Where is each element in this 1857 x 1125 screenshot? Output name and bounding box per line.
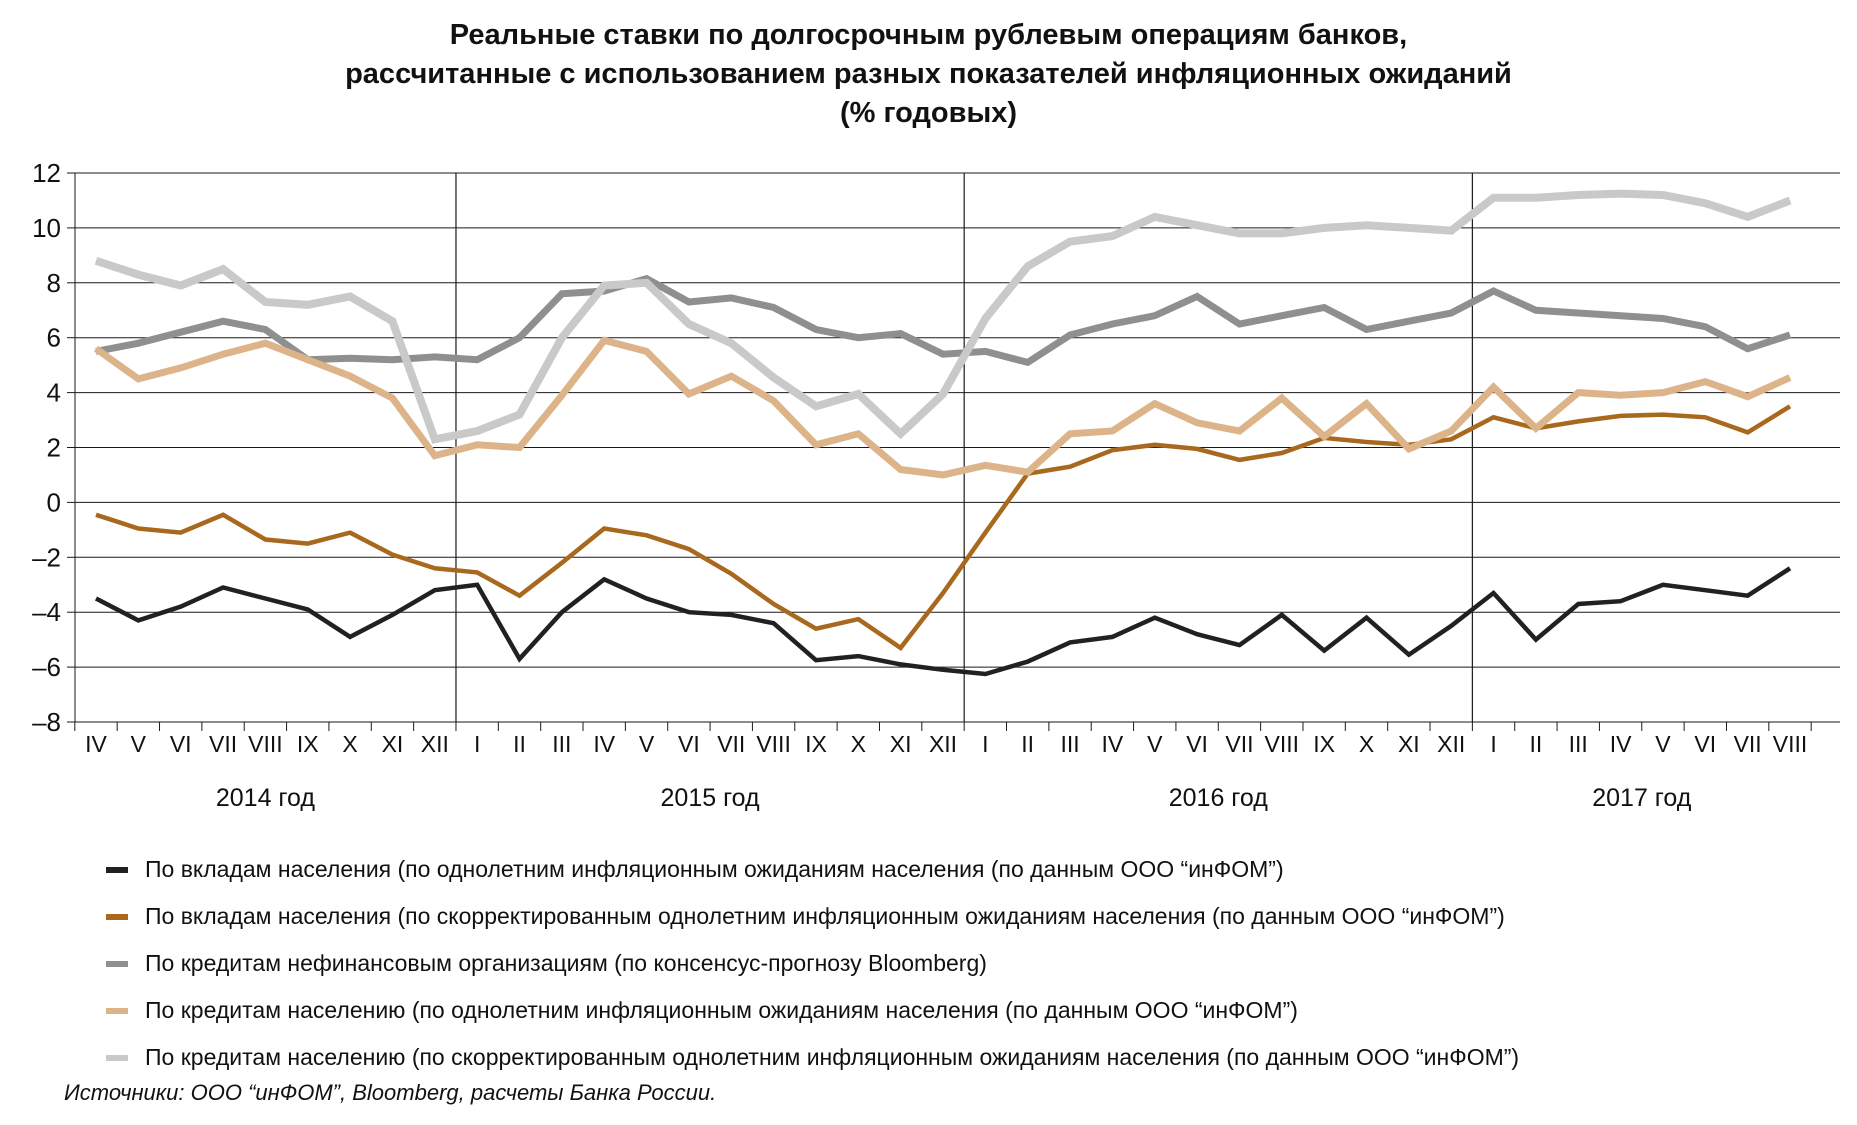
- legend-swatch-2: [106, 960, 128, 967]
- y-axis-label: –2: [32, 542, 61, 572]
- x-tick-label: V: [1655, 731, 1671, 757]
- x-tick-label: IV: [1610, 731, 1632, 757]
- series-line-1: [95, 404, 1792, 651]
- legend-swatch-1: [106, 913, 128, 920]
- x-tick-label: I: [474, 731, 480, 757]
- series-line-0: [94, 566, 1792, 677]
- x-tick-label: VIII: [1773, 731, 1808, 757]
- y-axis-label: 4: [47, 378, 61, 408]
- y-axis-label: –6: [32, 652, 61, 682]
- chart-title-line1: Реальные ставки по долгосрочным рублевым…: [449, 19, 1408, 51]
- x-tick-label: II: [1530, 731, 1543, 757]
- series-line-3: [93, 336, 1792, 479]
- x-tick-label: II: [1021, 731, 1034, 757]
- x-tick-label: X: [342, 731, 357, 757]
- x-tick-label: III: [1569, 731, 1588, 757]
- x-tick-label: VI: [170, 731, 192, 757]
- y-axis-label: 2: [47, 433, 61, 463]
- x-tick-label: I: [1490, 731, 1496, 757]
- x-tick-label: IV: [85, 731, 107, 757]
- series-line-2: [95, 274, 1792, 367]
- x-tick-label: X: [1359, 731, 1374, 757]
- x-tick-label: XI: [890, 731, 912, 757]
- y-axis-label: 0: [47, 487, 61, 517]
- chart-legend: По вкладам населения (по однолетним инфл…: [106, 846, 1826, 1081]
- y-axis-label: 12: [32, 158, 61, 188]
- chart-title-line2: рассчитанные с использованием разных пок…: [345, 58, 1512, 90]
- legend-label-0: По вкладам населения (по однолетним инфл…: [145, 856, 1284, 882]
- x-tick-label: IX: [1313, 731, 1335, 757]
- legend-swatch-3: [106, 1007, 128, 1014]
- legend-item-4: По кредитам населению (по скорректирован…: [106, 1034, 1826, 1081]
- year-label: 2015 год: [661, 784, 760, 812]
- y-axis-label: –8: [32, 707, 61, 737]
- x-tick-label: I: [982, 731, 988, 757]
- source-note: Источники: ООО “инФОМ”, Bloomberg, расче…: [64, 1080, 717, 1105]
- x-tick-label: VIII: [248, 731, 283, 757]
- x-tick-label: III: [552, 731, 571, 757]
- x-tick-label: VII: [209, 731, 237, 757]
- legend-label-3: По кредитам населению (по однолетним инф…: [145, 997, 1298, 1023]
- x-tick-label: V: [1147, 731, 1163, 757]
- legend-item-3: По кредитам населению (по однолетним инф…: [106, 987, 1826, 1034]
- x-tick-label: III: [1060, 731, 1079, 757]
- legend-label-2: По кредитам нефинансовым организациям (п…: [145, 950, 987, 976]
- legend-label-1: По вкладам населения (по скорректированн…: [145, 903, 1505, 929]
- legend-item-0: По вкладам населения (по однолетним инфл…: [106, 846, 1826, 893]
- y-axis-label: 8: [47, 268, 61, 298]
- x-tick-label: XII: [929, 731, 957, 757]
- x-tick-label: XI: [382, 731, 404, 757]
- year-label: 2017 год: [1592, 784, 1691, 812]
- x-tick-label: VI: [1694, 731, 1716, 757]
- x-tick-label: VIII: [1265, 731, 1300, 757]
- series-line-4: [94, 189, 1792, 444]
- y-axis-label: –4: [32, 597, 61, 627]
- x-tick-label: VIII: [756, 731, 791, 757]
- legend-item-2: По кредитам нефинансовым организациям (п…: [106, 940, 1826, 987]
- x-tick-label: VII: [1734, 731, 1762, 757]
- x-tick-label: IX: [805, 731, 827, 757]
- x-tick-label: IV: [1102, 731, 1124, 757]
- chart-title: Реальные ставки по долгосрочным рублевым…: [0, 16, 1857, 133]
- x-tick-label: XII: [421, 731, 449, 757]
- x-tick-label: VI: [1186, 731, 1208, 757]
- x-tick-label: V: [131, 731, 147, 757]
- x-tick-label: X: [851, 731, 866, 757]
- x-tick-label: VII: [717, 731, 745, 757]
- x-tick-label: XII: [1437, 731, 1465, 757]
- year-label: 2014 год: [216, 784, 315, 812]
- x-tick-label: II: [513, 731, 526, 757]
- y-axis-label: 6: [47, 323, 61, 353]
- y-axis-label: 10: [32, 213, 61, 243]
- legend-item-1: По вкладам населения (по скорректированн…: [106, 893, 1826, 940]
- legend-swatch-4: [106, 1054, 128, 1061]
- x-tick-label: IV: [593, 731, 615, 757]
- chart-title-line3: (% годовых): [839, 97, 1018, 129]
- x-tick-label: V: [639, 731, 655, 757]
- x-tick-label: VII: [1225, 731, 1253, 757]
- legend-label-4: По кредитам населению (по скорректирован…: [145, 1044, 1520, 1070]
- legend-swatch-0: [106, 866, 128, 873]
- x-tick-label: XI: [1398, 731, 1420, 757]
- year-label: 2016 год: [1169, 784, 1268, 812]
- x-tick-label: VI: [678, 731, 700, 757]
- x-tick-label: IX: [297, 731, 319, 757]
